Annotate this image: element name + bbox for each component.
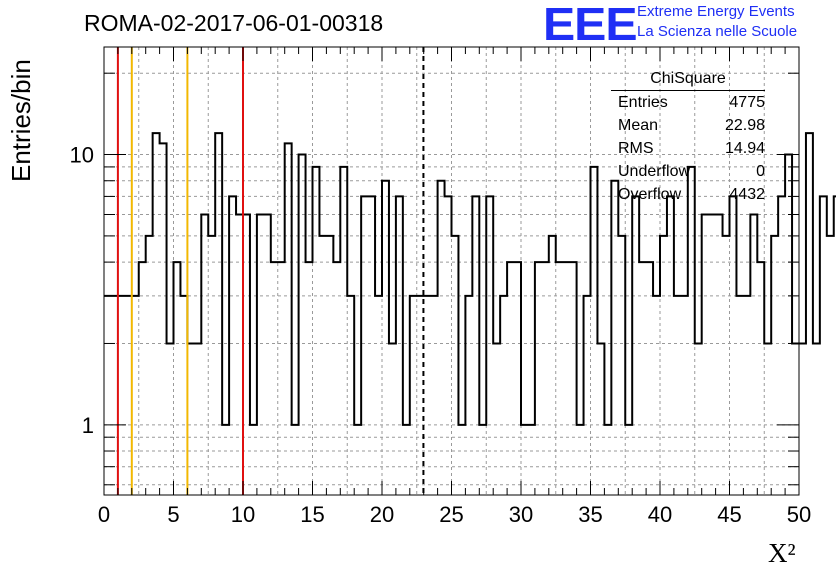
stats-label: Entries [618, 94, 668, 111]
y-axis-label: Entries/bin [6, 59, 36, 182]
logo-line-1: Extreme Energy Events [637, 3, 795, 20]
x-tick-label: 20 [370, 502, 394, 527]
x-tick-label: 35 [578, 502, 602, 527]
stats-row: Mean 22.98 [611, 114, 777, 137]
stats-row: Overflow 4432 [611, 183, 777, 206]
x-tick-label: 0 [98, 502, 110, 527]
stats-value: 0 [756, 163, 765, 180]
x-tick-label: 15 [300, 502, 324, 527]
stats-title: ChiSquare [611, 68, 765, 91]
x-tick-label: 25 [439, 502, 463, 527]
logo-line-2: La Scienza nelle Scuole [637, 23, 798, 40]
stats-row: Entries 4775 [611, 91, 777, 114]
x-tick-label: 30 [509, 502, 533, 527]
eee-logo: EEE [543, 0, 638, 50]
page-title: ROMA-02-2017-06-01-00318 [84, 10, 384, 36]
stats-row: Underflow 0 [611, 160, 777, 183]
stats-row: RMS 14.94 [611, 137, 777, 160]
stats-label: Underflow [618, 163, 691, 180]
stats-label: Overflow [618, 186, 682, 203]
x-tick-label: 10 [231, 502, 255, 527]
stats-value: 4775 [729, 94, 765, 111]
x-tick-label: 40 [648, 502, 672, 527]
y-tick-label: 10 [70, 143, 94, 168]
stats-label: Mean [618, 117, 659, 134]
x-tick-label: 45 [717, 502, 741, 527]
stats-value: 4432 [729, 186, 765, 203]
histogram-line [104, 132, 836, 426]
y-tick-label: 1 [82, 413, 94, 438]
x-axis-label: X² [768, 538, 796, 568]
stats-box: ChiSquare Entries 4775 Mean 22.98 RMS 14… [611, 68, 777, 206]
stats-label: RMS [618, 140, 654, 157]
stats-value: 22.98 [724, 117, 765, 134]
stats-value: 14.94 [724, 140, 765, 157]
x-tick-label: 5 [167, 502, 179, 527]
x-tick-label: 50 [787, 502, 811, 527]
